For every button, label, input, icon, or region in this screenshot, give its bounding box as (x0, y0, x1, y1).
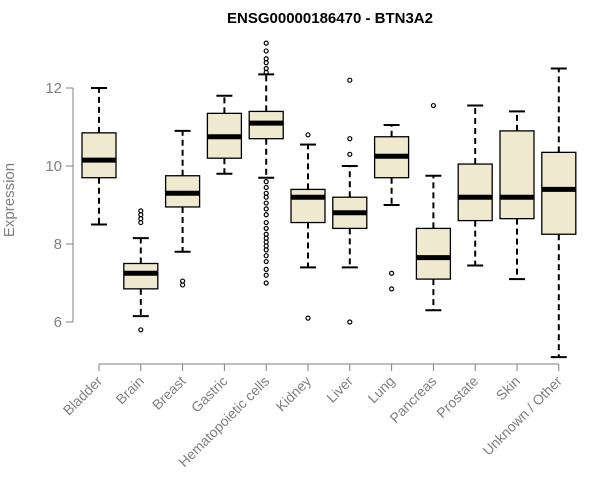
box-body-1 (123, 262, 159, 290)
x-tick-label-10: Skin (493, 373, 524, 404)
outlier-4-10 (263, 200, 269, 206)
x-tick-label-1: Brain (112, 373, 146, 407)
outlier-6-1 (347, 151, 353, 157)
outlier-2-1 (180, 278, 186, 284)
box-body-11 (541, 151, 577, 235)
box-11 (541, 67, 577, 359)
outlier-1-0 (138, 327, 144, 333)
y-axis: 6 8 10 12 (45, 80, 74, 331)
outlier-1-4 (138, 208, 144, 214)
box-8 (415, 102, 452, 312)
outlier-4-19 (263, 247, 269, 253)
outlier-4-14 (263, 225, 269, 231)
outlier-4-3 (263, 60, 269, 66)
box-3 (206, 94, 243, 175)
outlier-8-0 (430, 102, 436, 109)
outlier-6-2 (347, 136, 353, 142)
box-body-9 (457, 163, 493, 222)
y-tick-label-2: 10 (45, 158, 62, 175)
outlier-4-1 (263, 48, 269, 54)
box-4 (248, 40, 284, 286)
y-tick-label-1: 8 (54, 236, 62, 253)
outlier-4-22 (263, 266, 269, 272)
outlier-4-24 (263, 280, 269, 286)
box-5 (290, 132, 326, 321)
outlier-4-20 (263, 253, 269, 259)
box-body-0 (81, 132, 117, 179)
y-axis-label: Expression (1, 163, 18, 237)
outlier-4-12 (263, 212, 269, 218)
box-0 (81, 87, 117, 226)
box-series (81, 40, 577, 359)
box-6 (332, 77, 368, 325)
outlier-4-11 (263, 206, 269, 212)
x-tick-label-0: Bladder (60, 373, 106, 419)
y-tick-label-3: 12 (45, 80, 62, 97)
x-tick-label-5: Kidney (273, 373, 315, 415)
x-tick-label-2: Breast (149, 373, 189, 413)
outlier-4-0 (263, 40, 269, 46)
outlier-7-1 (389, 270, 395, 276)
outlier-4-23 (263, 272, 269, 278)
outlier-4-5 (263, 69, 269, 76)
box-1 (123, 208, 159, 333)
outlier-6-3 (347, 77, 353, 83)
outlier-7-0 (389, 286, 395, 292)
box-10 (499, 110, 535, 281)
x-tick-label-11: Unknown / Other (479, 373, 565, 459)
outlier-4-6 (263, 179, 269, 185)
outlier-6-0 (347, 319, 353, 325)
box-body-8 (415, 227, 452, 280)
x-tick-label-9: Prostate (433, 373, 481, 421)
outlier-4-9 (263, 194, 269, 200)
outlier-5-0 (305, 315, 311, 321)
box-9 (457, 104, 493, 267)
outlier-4-7 (263, 184, 269, 191)
x-tick-label-6: Liver (323, 373, 356, 406)
outlier-5-1 (305, 132, 311, 138)
outlier-4-21 (263, 258, 269, 265)
box-body-5 (290, 188, 326, 224)
chart-title: ENSG00000186470 - BTN3A2 (227, 10, 433, 27)
outlier-4-13 (263, 219, 269, 226)
x-tick-label-7: Lung (364, 373, 397, 406)
box-2 (164, 129, 201, 288)
y-tick-label-0: 6 (54, 314, 62, 331)
box-7 (373, 124, 410, 292)
box-body-10 (499, 130, 535, 220)
x-axis (98, 363, 560, 371)
